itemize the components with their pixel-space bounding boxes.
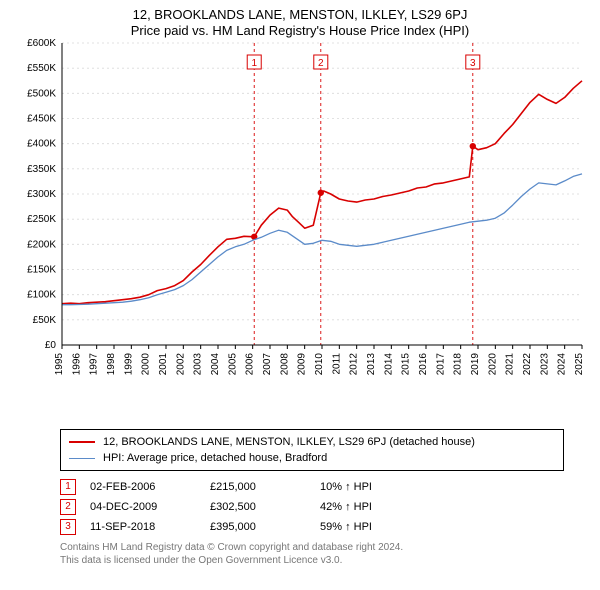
- sale-date: 04-DEC-2009: [90, 501, 210, 513]
- svg-text:2: 2: [318, 58, 324, 69]
- sale-price: £395,000: [210, 521, 320, 533]
- svg-text:2002: 2002: [175, 353, 186, 376]
- svg-text:2010: 2010: [314, 353, 325, 376]
- title-subtitle: Price paid vs. HM Land Registry's House …: [0, 23, 600, 38]
- chart-container: 12, BROOKLANDS LANE, MENSTON, ILKLEY, LS…: [0, 0, 600, 567]
- sale-row: 1 02-FEB-2006£215,00010% ↑ HPI: [60, 477, 564, 497]
- legend-swatch: [69, 458, 95, 459]
- svg-text:2023: 2023: [539, 353, 550, 376]
- svg-text:2022: 2022: [522, 353, 533, 376]
- svg-text:£600K: £600K: [27, 39, 56, 49]
- sale-delta: 42% ↑ HPI: [320, 501, 372, 513]
- svg-text:2011: 2011: [331, 353, 342, 375]
- svg-text:2025: 2025: [574, 353, 585, 376]
- svg-text:£0: £0: [45, 340, 57, 351]
- chart-title-block: 12, BROOKLANDS LANE, MENSTON, ILKLEY, LS…: [0, 0, 600, 38]
- sale-date: 11-SEP-2018: [90, 521, 210, 533]
- svg-text:£350K: £350K: [27, 164, 56, 175]
- svg-text:2008: 2008: [279, 353, 290, 376]
- svg-text:2015: 2015: [401, 353, 412, 376]
- chart-plot-area: £0 £50K £100K £150K £200K £250K £300K £350K £400…: [10, 39, 590, 421]
- svg-text:2024: 2024: [557, 353, 568, 376]
- sale-delta: 10% ↑ HPI: [320, 481, 372, 493]
- svg-text:2017: 2017: [435, 353, 446, 376]
- svg-text:2020: 2020: [487, 353, 498, 376]
- svg-text:£500K: £500K: [27, 88, 56, 99]
- svg-text:£50K: £50K: [33, 315, 57, 326]
- svg-text:2003: 2003: [193, 353, 204, 376]
- svg-text:2016: 2016: [418, 353, 429, 376]
- svg-text:2018: 2018: [453, 353, 464, 376]
- legend-label: 12, BROOKLANDS LANE, MENSTON, ILKLEY, LS…: [103, 436, 475, 448]
- svg-text:1998: 1998: [106, 353, 117, 376]
- svg-text:2014: 2014: [383, 353, 394, 376]
- svg-text:£550K: £550K: [27, 63, 56, 74]
- svg-text:2001: 2001: [158, 353, 169, 376]
- footnote-line2: This data is licensed under the Open Gov…: [60, 554, 564, 567]
- svg-text:2004: 2004: [210, 353, 221, 376]
- sale-date: 02-FEB-2006: [90, 481, 210, 493]
- sale-row: 3 11-SEP-2018£395,00059% ↑ HPI: [60, 517, 564, 537]
- svg-text:£200K: £200K: [27, 239, 56, 250]
- price-chart: £0 £50K £100K £150K £200K £250K £300K £350K £400…: [10, 39, 590, 421]
- sales-table: 1 02-FEB-2006£215,00010% ↑ HPI 2 04-DEC-200…: [60, 477, 564, 537]
- svg-text:1: 1: [251, 58, 257, 69]
- svg-text:1996: 1996: [71, 353, 82, 376]
- legend-item: 12, BROOKLANDS LANE, MENSTON, ILKLEY, LS…: [69, 434, 555, 450]
- svg-text:£250K: £250K: [27, 214, 56, 225]
- svg-text:2019: 2019: [470, 353, 481, 376]
- svg-text:£400K: £400K: [27, 139, 56, 150]
- svg-text:2013: 2013: [366, 353, 377, 376]
- legend: 12, BROOKLANDS LANE, MENSTON, ILKLEY, LS…: [60, 429, 564, 471]
- sale-row: 2 04-DEC-2009£302,50042% ↑ HPI: [60, 497, 564, 517]
- sale-badge: 3: [60, 519, 76, 535]
- svg-text:£150K: £150K: [27, 265, 56, 276]
- svg-text:2006: 2006: [245, 353, 256, 376]
- legend-label: HPI: Average price, detached house, Brad…: [103, 452, 327, 464]
- sale-price: £215,000: [210, 481, 320, 493]
- svg-text:2005: 2005: [227, 353, 238, 376]
- sale-badge: 2: [60, 499, 76, 515]
- legend-swatch: [69, 441, 95, 443]
- svg-text:1995: 1995: [54, 353, 65, 376]
- legend-item: HPI: Average price, detached house, Brad…: [69, 450, 555, 466]
- svg-text:£300K: £300K: [27, 189, 56, 200]
- svg-text:2012: 2012: [349, 353, 360, 376]
- svg-text:1997: 1997: [89, 353, 100, 376]
- svg-text:2000: 2000: [141, 353, 152, 376]
- sale-badge: 1: [60, 479, 76, 495]
- svg-text:3: 3: [470, 58, 476, 69]
- sale-delta: 59% ↑ HPI: [320, 521, 372, 533]
- svg-text:2021: 2021: [505, 353, 516, 376]
- svg-text:£100K: £100K: [27, 290, 56, 301]
- footnote-line1: Contains HM Land Registry data © Crown c…: [60, 541, 564, 554]
- footnote: Contains HM Land Registry data © Crown c…: [60, 541, 564, 567]
- title-address: 12, BROOKLANDS LANE, MENSTON, ILKLEY, LS…: [0, 7, 600, 22]
- svg-text:1999: 1999: [123, 353, 134, 376]
- sale-price: £302,500: [210, 501, 320, 513]
- svg-text:2007: 2007: [262, 353, 273, 376]
- svg-text:£450K: £450K: [27, 114, 56, 125]
- svg-text:2009: 2009: [297, 353, 308, 376]
